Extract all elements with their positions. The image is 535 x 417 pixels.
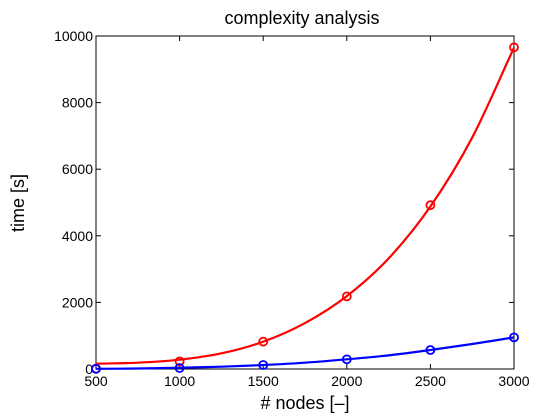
x-axis: 500 1000 1500 2000 2500 3000 bbox=[84, 36, 530, 389]
series-1-point bbox=[425, 345, 436, 355]
y-tick-label: 0 bbox=[85, 361, 93, 377]
series-0-point bbox=[425, 200, 436, 211]
x-tick-label: 2000 bbox=[331, 373, 362, 389]
x-axis-title: # nodes [–] bbox=[260, 393, 349, 413]
series-1-point bbox=[341, 354, 352, 365]
chart-title: complexity analysis bbox=[224, 8, 379, 28]
series-0-fit-line bbox=[95, 47, 515, 365]
y-tick-label: 8000 bbox=[62, 95, 93, 111]
y-axis: 0 2000 4000 6000 8000 10000 bbox=[54, 28, 514, 377]
series-0-point bbox=[341, 291, 352, 302]
x-tick-label: 2500 bbox=[415, 373, 446, 389]
series-1-point bbox=[509, 332, 519, 343]
series-0-point bbox=[509, 42, 519, 53]
y-tick-label: 2000 bbox=[62, 294, 93, 310]
series-1-point bbox=[258, 360, 269, 370]
series-0-point bbox=[258, 336, 269, 347]
series-0-point bbox=[174, 356, 185, 367]
y-tick-label: 6000 bbox=[62, 161, 93, 177]
series-1-fit-line bbox=[95, 336, 515, 370]
y-axis-title: time [s] bbox=[8, 174, 28, 232]
x-tick-label: 500 bbox=[84, 373, 108, 389]
x-tick-label: 3000 bbox=[498, 373, 529, 389]
x-tick-label: 1000 bbox=[164, 373, 195, 389]
x-tick-label: 1500 bbox=[248, 373, 279, 389]
series-1-point bbox=[174, 363, 185, 373]
plot-frame bbox=[95, 35, 515, 370]
y-tick-label: 4000 bbox=[62, 228, 93, 244]
series-1-point bbox=[91, 363, 101, 374]
series-layer bbox=[91, 42, 519, 374]
y-tick-label: 10000 bbox=[54, 28, 93, 44]
